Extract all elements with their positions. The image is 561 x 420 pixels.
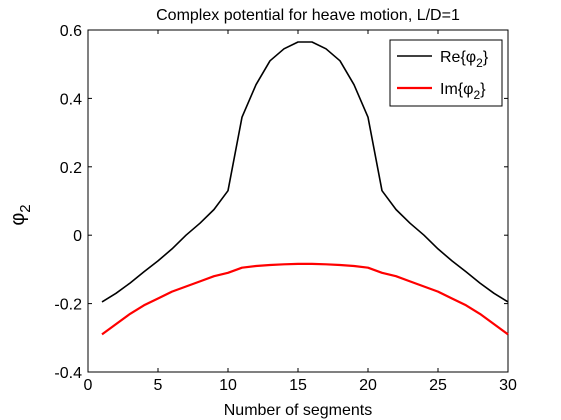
x-tick-label: 15 [289,377,307,394]
y-axis-label-subscript: 2 [17,204,34,212]
legend-label-pre: Re{φ [440,49,476,66]
legend-box [389,39,503,107]
x-tick-label: 20 [359,377,377,394]
y-axis-label: φ2 [7,204,34,225]
y-tick-label: 0.6 [60,23,82,40]
y-tick-label: 0 [73,228,82,245]
legend-label-subscript: 2 [474,88,481,102]
legend-label-post: } [483,49,489,66]
x-tick-label: 5 [154,377,163,394]
y-tick-label: 0.2 [60,160,82,177]
x-tick-label: 0 [84,377,93,394]
y-tick-label: -0.4 [54,365,82,382]
legend-label-pre: Im{φ [440,81,474,98]
plot-area: 0 5 10 15 20 25 30 -0.4 -0.2 0 0.2 0.4 0.6 [54,23,517,394]
x-tick-label: 10 [219,377,237,394]
y-axis-label-base: φ [7,213,29,226]
x-tick-label: 30 [499,377,517,394]
series-line-im-phi2 [101,262,509,336]
series-line-re-phi2 [101,41,509,303]
legend-label-subscript: 2 [476,56,483,70]
legend-label: Im{φ2} [440,81,486,102]
legend: Re{φ2}Im{φ2} [389,39,503,107]
x-tick-label: 25 [429,377,447,394]
legend-label-post: } [480,81,486,98]
y-tick-label: -0.2 [54,297,82,314]
chart-title: Complex potential for heave motion, L/D=… [156,7,460,24]
legend-label: Re{φ2} [440,49,489,70]
y-tick-label: 0.4 [60,91,82,108]
x-axis-label: Number of segments [224,402,373,419]
